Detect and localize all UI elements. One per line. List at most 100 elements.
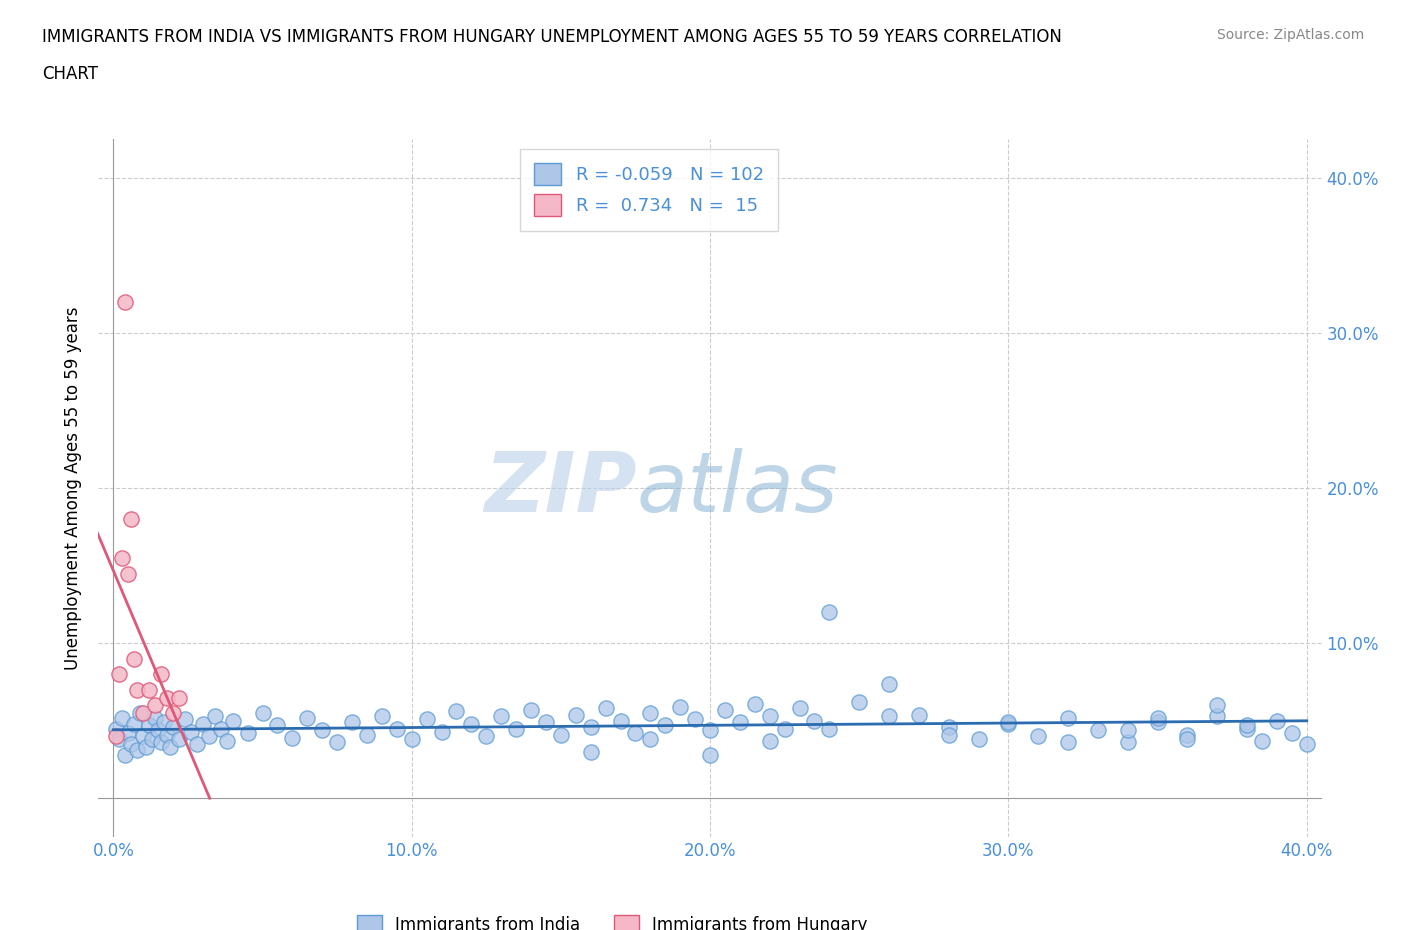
- Point: [773, 721, 796, 736]
- Point: [150, 735, 173, 750]
- Point: [162, 706, 184, 721]
- Point: [266, 718, 288, 733]
- Point: [114, 295, 136, 310]
- Point: [1281, 725, 1303, 740]
- Point: [326, 735, 349, 750]
- Point: [191, 716, 214, 731]
- Point: [938, 727, 960, 742]
- Point: [1295, 737, 1317, 751]
- Point: [714, 702, 737, 717]
- Y-axis label: Unemployment Among Ages 55 to 59 years: Unemployment Among Ages 55 to 59 years: [65, 307, 83, 670]
- Point: [174, 711, 197, 726]
- Point: [252, 706, 274, 721]
- Point: [1087, 723, 1109, 737]
- Point: [489, 709, 512, 724]
- Point: [311, 723, 333, 737]
- Point: [938, 720, 960, 735]
- Point: [1236, 721, 1258, 736]
- Point: [340, 715, 363, 730]
- Point: [150, 667, 173, 682]
- Point: [699, 723, 721, 737]
- Point: [297, 711, 319, 725]
- Point: [120, 512, 142, 526]
- Point: [159, 739, 181, 754]
- Point: [728, 715, 751, 730]
- Point: [997, 716, 1019, 731]
- Point: [744, 697, 766, 711]
- Point: [1057, 711, 1080, 725]
- Point: [186, 737, 208, 751]
- Point: [180, 724, 202, 739]
- Text: ZIP: ZIP: [484, 447, 637, 529]
- Point: [135, 739, 157, 754]
- Point: [138, 683, 160, 698]
- Point: [122, 716, 145, 731]
- Point: [430, 724, 453, 739]
- Point: [609, 713, 631, 728]
- Point: [120, 737, 142, 751]
- Point: [129, 706, 152, 721]
- Point: [520, 702, 543, 717]
- Point: [803, 713, 825, 728]
- Point: [108, 667, 131, 682]
- Text: Source: ZipAtlas.com: Source: ZipAtlas.com: [1216, 28, 1364, 42]
- Point: [550, 727, 572, 742]
- Point: [505, 721, 527, 736]
- Point: [1057, 735, 1080, 750]
- Point: [371, 709, 394, 724]
- Point: [281, 730, 304, 745]
- Point: [114, 748, 136, 763]
- Point: [446, 704, 468, 719]
- Point: [565, 707, 588, 722]
- Point: [209, 721, 232, 736]
- Point: [221, 713, 243, 728]
- Point: [908, 707, 931, 722]
- Point: [1251, 734, 1274, 749]
- Point: [117, 725, 139, 740]
- Text: atlas: atlas: [637, 447, 838, 529]
- Point: [146, 723, 169, 737]
- Point: [1236, 718, 1258, 733]
- Point: [1116, 723, 1139, 737]
- Point: [236, 725, 259, 740]
- Point: [1026, 729, 1049, 744]
- Point: [579, 744, 602, 759]
- Point: [683, 711, 706, 726]
- Point: [579, 720, 602, 735]
- Point: [654, 718, 676, 733]
- Point: [215, 734, 238, 749]
- Point: [1116, 735, 1139, 750]
- Point: [640, 706, 662, 721]
- Point: [1206, 709, 1229, 724]
- Point: [127, 683, 149, 698]
- Point: [356, 727, 378, 742]
- Point: [198, 729, 221, 744]
- Point: [1146, 715, 1168, 730]
- Point: [156, 727, 179, 742]
- Legend: Immigrants from India, Immigrants from Hungary: Immigrants from India, Immigrants from H…: [350, 908, 875, 930]
- Point: [595, 701, 617, 716]
- Point: [669, 699, 692, 714]
- Point: [132, 729, 155, 744]
- Point: [111, 711, 134, 725]
- Point: [818, 721, 841, 736]
- Point: [167, 690, 190, 705]
- Point: [460, 716, 482, 731]
- Point: [699, 748, 721, 763]
- Point: [475, 729, 498, 744]
- Point: [385, 721, 408, 736]
- Point: [122, 651, 145, 666]
- Point: [997, 715, 1019, 730]
- Point: [153, 715, 176, 730]
- Point: [1177, 732, 1199, 747]
- Point: [1177, 727, 1199, 742]
- Point: [1265, 713, 1288, 728]
- Point: [640, 732, 662, 747]
- Point: [758, 709, 780, 724]
- Point: [967, 732, 990, 747]
- Point: [141, 732, 163, 747]
- Text: CHART: CHART: [42, 65, 98, 83]
- Point: [167, 732, 190, 747]
- Point: [204, 709, 226, 724]
- Point: [111, 551, 134, 565]
